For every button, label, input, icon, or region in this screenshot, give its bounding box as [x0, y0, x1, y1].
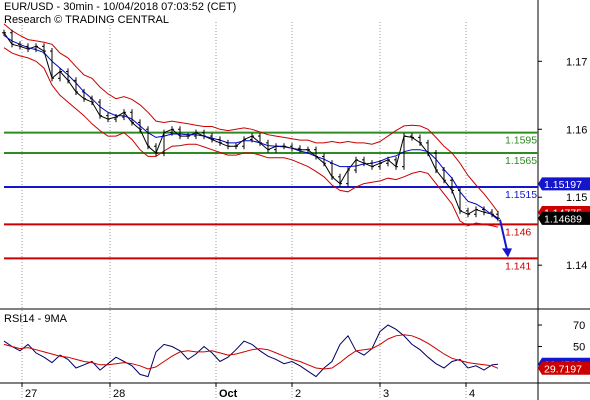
rsi-y-tick-label-0: 70: [573, 320, 585, 332]
projection-arrowhead: [502, 248, 512, 258]
projection-line: [499, 219, 508, 251]
series-upper-band: [3, 23, 499, 213]
rsi-title: RSI14 - 9MA: [4, 313, 68, 325]
rsi-tag-1: 29.7197: [544, 363, 582, 375]
y-tick-label-1: 1.16: [566, 124, 587, 136]
level-lines: 1.1595 1.1565 1.1515 1.146 1.141: [4, 131, 538, 272]
level-label-1: 1.1565: [505, 155, 537, 167]
x-tick-label-3: 2: [295, 388, 301, 400]
rsi-series: [3, 324, 499, 378]
x-tick-label-4: 3: [383, 388, 389, 400]
level-label-4: 1.141: [505, 260, 531, 272]
rsi-series-rsi-ma: [3, 334, 499, 370]
series-close: [3, 32, 499, 219]
price-tag-2: 1.14689: [544, 213, 582, 225]
y-tick-label-0: 1.17: [566, 56, 587, 68]
price-tag-0-bg: [538, 177, 590, 191]
price-tag-2-bg: [538, 211, 590, 225]
chart-title: EUR/USD - 30min - 10/04/2018 07:03:52 (C…: [4, 1, 237, 13]
x-tick-label-0: 27: [25, 388, 37, 400]
rsi-series-rsi: [3, 324, 499, 378]
level-label-0: 1.1595: [505, 135, 537, 147]
level-label-3: 1.146: [505, 226, 531, 238]
price-bars: [2, 29, 500, 222]
price-series: [3, 23, 499, 228]
x-tick-label-5: 4: [469, 388, 475, 400]
rsi-tag-1-bg: [538, 361, 590, 375]
price-tag-0: 1.15197: [544, 179, 582, 191]
level-label-2: 1.1515: [505, 189, 537, 201]
series-lower-band: [3, 47, 499, 228]
x-tick-label-1: 28: [113, 388, 125, 400]
chart-source: Research © TRADING CENTRAL: [4, 14, 169, 26]
rsi-y-tick-label-1: 50: [573, 342, 585, 354]
x-tick-label-2: Oct: [219, 388, 238, 400]
projection-arrow: [499, 219, 512, 258]
grid: [21, 22, 467, 400]
y-tick-label-3: 1.14: [566, 260, 587, 272]
y-tick-label-2: 1.15: [566, 192, 587, 204]
